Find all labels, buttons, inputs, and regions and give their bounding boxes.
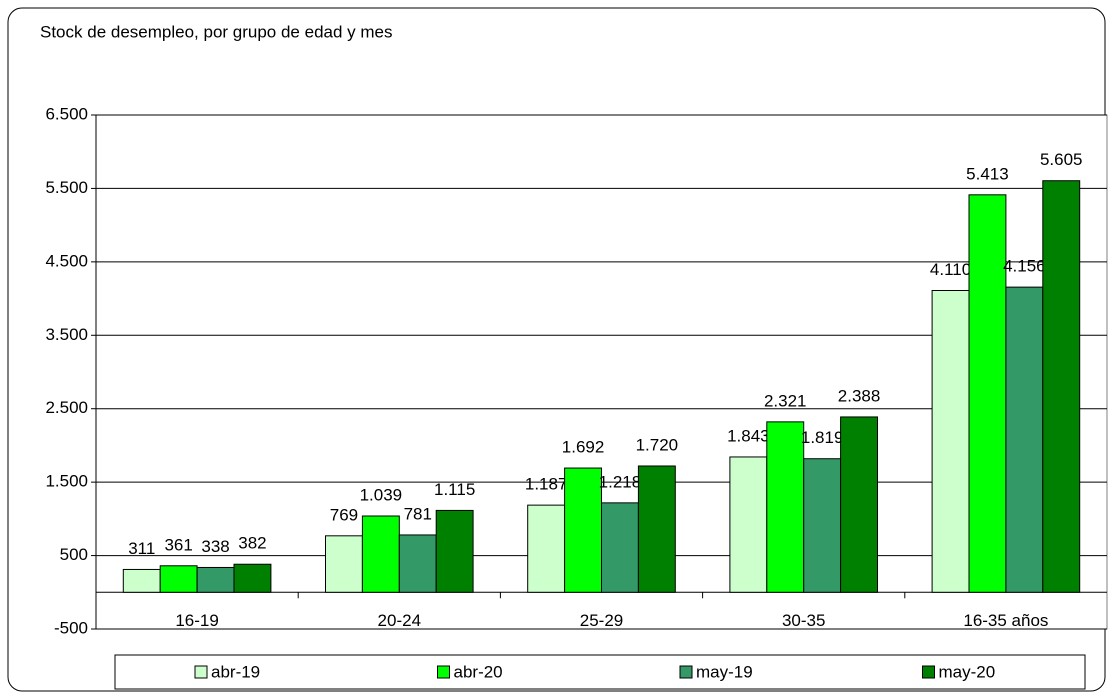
bar bbox=[968, 194, 1007, 593]
data-label: 1.720 bbox=[636, 435, 679, 454]
bar bbox=[840, 416, 879, 593]
bar bbox=[1005, 286, 1044, 593]
bar bbox=[398, 534, 437, 593]
bar bbox=[435, 509, 474, 593]
data-label: 338 bbox=[201, 537, 229, 556]
bar bbox=[122, 568, 161, 593]
bar bbox=[527, 504, 566, 593]
bar bbox=[601, 502, 639, 593]
data-label: 1.115 bbox=[434, 480, 475, 499]
data-label: 382 bbox=[238, 534, 266, 553]
legend-label: abr-20 bbox=[454, 662, 503, 681]
bar bbox=[233, 563, 272, 593]
bar bbox=[931, 289, 970, 593]
legend-swatch bbox=[922, 665, 935, 679]
y-tick-label: 4.500 bbox=[45, 251, 88, 270]
x-tick-label: 25-29 bbox=[580, 611, 623, 630]
x-tick-label: 20-24 bbox=[378, 611, 421, 630]
bar bbox=[766, 421, 805, 593]
legend-swatch bbox=[437, 665, 450, 679]
y-tick-label: 6.500 bbox=[45, 104, 88, 123]
data-label: 1.692 bbox=[562, 438, 605, 457]
legend-box bbox=[114, 654, 1086, 690]
legend-label: may-19 bbox=[696, 662, 753, 681]
bar bbox=[729, 456, 768, 593]
data-label: 361 bbox=[164, 535, 192, 554]
data-label: 4.110 bbox=[930, 260, 971, 279]
x-tick-label: 16-19 bbox=[175, 611, 218, 630]
bar bbox=[1042, 180, 1081, 593]
data-label: 1.819 bbox=[801, 428, 844, 447]
data-label: 5.413 bbox=[966, 164, 1009, 183]
bar bbox=[324, 535, 363, 593]
bar bbox=[159, 565, 198, 593]
data-label: 1.843 bbox=[727, 426, 770, 445]
y-tick-label: 5.500 bbox=[45, 178, 88, 197]
x-tick-label: 30-35 bbox=[782, 611, 825, 630]
bar bbox=[361, 515, 400, 593]
chart-title: Stock de desempleo, por grupo de edad y … bbox=[40, 22, 393, 41]
y-tick-label: 500 bbox=[60, 545, 88, 564]
legend-label: may-20 bbox=[939, 662, 996, 681]
data-label: 2.321 bbox=[764, 391, 807, 410]
data-label: 2.388 bbox=[838, 386, 881, 405]
y-tick-label: 1.500 bbox=[45, 472, 88, 491]
x-tick-label: 16-35 años bbox=[963, 611, 1048, 630]
data-label: 781 bbox=[404, 504, 432, 523]
legend-swatch bbox=[194, 665, 208, 679]
bar bbox=[196, 566, 235, 593]
data-label: 5.605 bbox=[1040, 150, 1083, 169]
bar bbox=[637, 465, 676, 593]
data-label: 769 bbox=[330, 505, 358, 524]
data-label: 1.218 bbox=[599, 472, 642, 491]
data-label: 1.187 bbox=[525, 475, 568, 494]
bar bbox=[564, 467, 603, 593]
data-label: 4.156 bbox=[1003, 257, 1046, 276]
y-tick-label: 2.500 bbox=[45, 398, 88, 417]
y-tick-label: -500 bbox=[54, 618, 88, 637]
legend-swatch bbox=[679, 665, 693, 679]
data-label: 1.039 bbox=[360, 485, 403, 504]
legend-label: abr-19 bbox=[211, 662, 260, 681]
y-tick-label: 3.500 bbox=[45, 325, 88, 344]
bar bbox=[803, 458, 842, 593]
data-label: 311 bbox=[128, 539, 155, 558]
